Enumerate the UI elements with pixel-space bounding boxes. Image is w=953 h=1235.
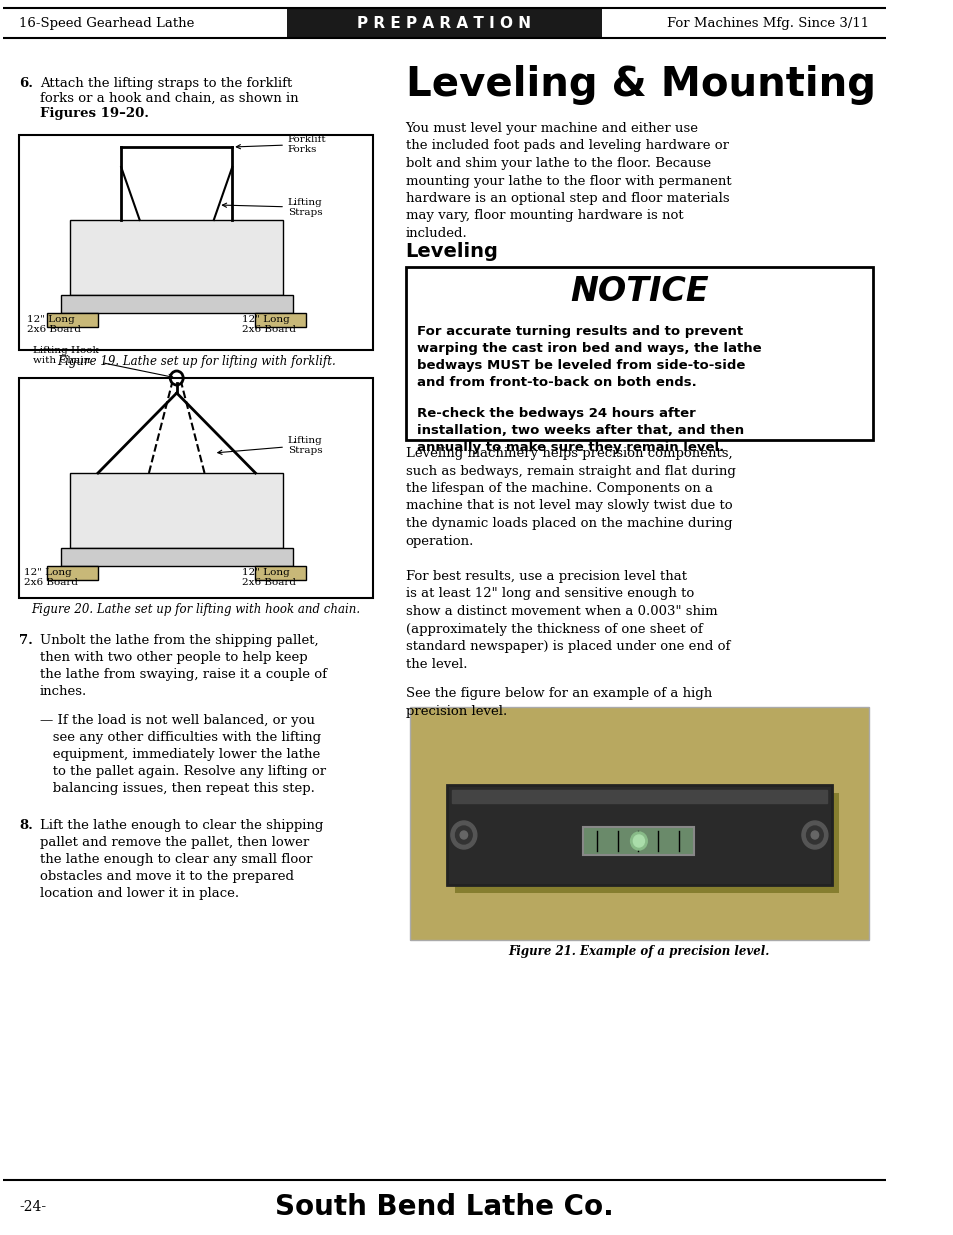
Circle shape	[801, 821, 827, 848]
Text: -24-: -24-	[19, 1200, 47, 1214]
Text: For Machines Mfg. Since 3/11: For Machines Mfg. Since 3/11	[667, 16, 868, 30]
Circle shape	[455, 826, 472, 844]
Text: Lifting Hook
with Chain: Lifting Hook with Chain	[33, 346, 172, 378]
Text: Forklift
Forks: Forklift Forks	[236, 135, 326, 154]
Text: Figures 19–20.: Figures 19–20.	[40, 107, 149, 120]
Bar	[405, 267, 872, 440]
Text: Lifting
Straps: Lifting Straps	[217, 436, 322, 454]
Text: Lifting
Straps: Lifting Straps	[222, 198, 322, 217]
Text: 16-Speed Gearhead Lathe: 16-Speed Gearhead Lathe	[19, 16, 194, 30]
Text: 12" Long
2x6 Board: 12" Long 2x6 Board	[27, 315, 81, 335]
Text: Lift the lathe enough to clear the shipping
pallet and remove the pallet, then l: Lift the lathe enough to clear the shipp…	[40, 819, 323, 900]
Text: Re-check the bedways 24 hours after
installation, two weeks after that, and then: Re-check the bedways 24 hours after inst…	[416, 408, 743, 454]
Text: 8.: 8.	[19, 819, 33, 832]
Text: 12" Long
2x6 Board: 12" Long 2x6 Board	[241, 568, 295, 588]
Bar	[447, 785, 831, 885]
Text: Unbolt the lathe from the shipping pallet,
then with two other people to help ke: Unbolt the lathe from the shipping palle…	[40, 634, 326, 698]
Bar	[452, 790, 826, 803]
Text: Figure 21. Example of a precision level.: Figure 21. Example of a precision level.	[508, 945, 769, 958]
Circle shape	[805, 826, 822, 844]
Text: 12" Long
2x6 Board: 12" Long 2x6 Board	[241, 315, 295, 335]
Text: Leveling: Leveling	[405, 242, 497, 261]
Bar	[19, 378, 373, 598]
Text: For accurate turning results and to prevent
warping the cast iron bed and ways, : For accurate turning results and to prev…	[416, 325, 760, 389]
Bar	[255, 312, 306, 327]
Text: See the figure below for an example of a high
precision level.: See the figure below for an example of a…	[405, 687, 711, 718]
Text: 7.: 7.	[19, 634, 33, 647]
Circle shape	[810, 831, 818, 839]
Bar	[455, 793, 838, 893]
Text: 12" Long
2x6 Board: 12" Long 2x6 Board	[24, 568, 78, 588]
Text: Leveling machinery helps precision components,
such as bedways, remain straight : Leveling machinery helps precision compo…	[405, 447, 735, 547]
Text: NOTICE: NOTICE	[570, 275, 708, 308]
Circle shape	[633, 835, 644, 847]
Circle shape	[630, 832, 646, 850]
Bar	[71, 473, 283, 548]
Text: Leveling & Mounting: Leveling & Mounting	[405, 65, 875, 105]
Text: Attach the lifting straps to the forklift
forks or a hook and chain, as shown in: Attach the lifting straps to the forklif…	[40, 77, 298, 105]
Text: 6.: 6.	[19, 77, 33, 90]
Bar	[255, 566, 306, 580]
Bar	[61, 548, 293, 566]
Text: For best results, use a precision level that
is at least 12" long and sensitive : For best results, use a precision level …	[405, 571, 729, 671]
Bar	[410, 706, 868, 940]
Circle shape	[451, 821, 476, 848]
Bar	[61, 295, 293, 312]
Circle shape	[459, 831, 467, 839]
Bar	[47, 566, 98, 580]
Text: You must level your machine and either use
the included foot pads and leveling h: You must level your machine and either u…	[405, 122, 730, 240]
Text: South Bend Lathe Co.: South Bend Lathe Co.	[274, 1193, 613, 1221]
Text: — If the load is not well balanced, or you
   see any other difficulties with th: — If the load is not well balanced, or y…	[40, 714, 325, 795]
Text: Figure 19. Lathe set up for lifting with forklift.: Figure 19. Lathe set up for lifting with…	[57, 354, 335, 368]
Text: P R E P A R A T I O N: P R E P A R A T I O N	[357, 16, 531, 31]
Bar	[47, 312, 98, 327]
Bar	[582, 827, 694, 855]
Bar	[287, 7, 601, 38]
Text: Figure 20. Lathe set up for lifting with hook and chain.: Figure 20. Lathe set up for lifting with…	[31, 603, 360, 616]
Bar	[71, 220, 283, 295]
Bar	[19, 135, 373, 350]
